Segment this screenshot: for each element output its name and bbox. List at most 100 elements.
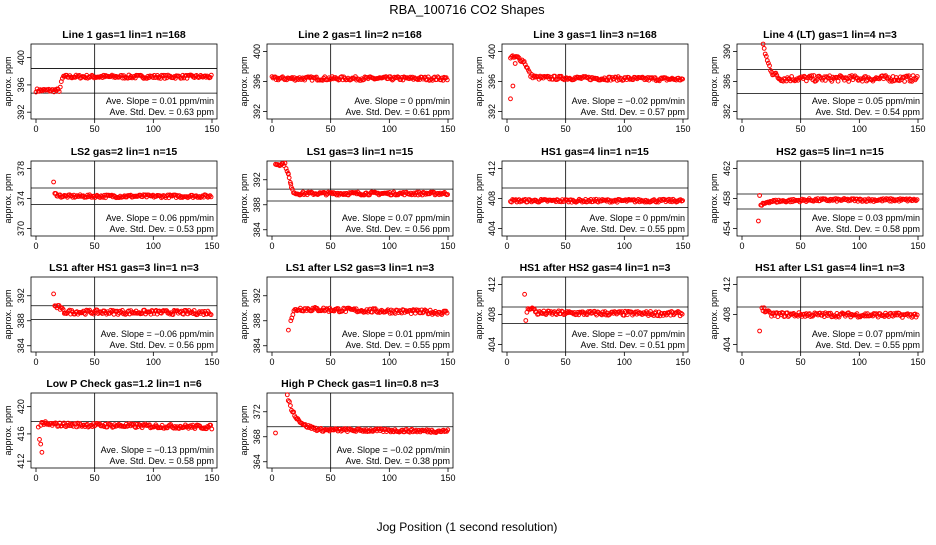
stddev-stat: Ave. Std. Dev. = 0.56 ppm <box>346 224 450 234</box>
panel-title: LS2 gas=2 lin=1 n=15 <box>71 146 178 158</box>
panel-11: HS1 after HS2 gas=4 lin=1 n=3 0 50 100 150 40… <box>474 262 691 367</box>
data-point <box>38 441 44 447</box>
data-point <box>811 73 817 78</box>
slope-stat: Ave. Slope = 0.05 ppm/min <box>812 96 920 106</box>
x-tick-label: 0 <box>739 124 744 134</box>
panel-12: HS1 after LS1 gas=4 lin=1 n=3 0 50 100 150 40… <box>709 262 926 367</box>
data-point <box>522 291 527 297</box>
x-tick-label: 50 <box>90 357 100 367</box>
y-tick-label: 396 <box>487 74 497 89</box>
y-tick-label: 412 <box>722 277 732 292</box>
data-point <box>37 437 42 442</box>
data-point <box>603 197 608 203</box>
x-tick-label: 50 <box>561 241 571 251</box>
y-tick-label: 412 <box>16 454 26 469</box>
data-point <box>56 423 61 429</box>
data-point <box>57 84 63 90</box>
data-point <box>524 64 529 70</box>
panel-1: Line 1 gas=1 lin=1 n=168 0 50 100 150 392 396 4… <box>3 29 220 134</box>
data-point <box>430 77 435 83</box>
panel-title: High P Check gas=1 lin=0.8 n=3 <box>281 378 439 390</box>
data-point <box>414 307 419 313</box>
x-tick-label: 0 <box>33 241 38 251</box>
y-axis-label: approx. ppm <box>239 173 249 223</box>
x-tick-label: 150 <box>204 241 219 251</box>
data-point <box>761 305 767 311</box>
data-point <box>914 197 920 203</box>
data-point <box>906 73 912 79</box>
y-tick-label: 408 <box>487 191 497 206</box>
data-point <box>196 195 201 200</box>
data-point <box>575 310 580 315</box>
data-series <box>273 392 451 436</box>
y-tick-label: 370 <box>16 221 26 236</box>
panel-5: LS2 gas=2 lin=1 n=15 0 50 100 150 370 374 378ap… <box>3 146 220 251</box>
data-point <box>508 96 513 102</box>
x-tick-label: 150 <box>910 357 925 367</box>
data-point <box>444 77 450 83</box>
data-point <box>342 192 348 197</box>
x-tick-label: 100 <box>382 124 397 134</box>
x-tick-label: 100 <box>382 357 397 367</box>
stddev-stat: Ave. Std. Dev. = 0.63 ppm <box>110 107 214 117</box>
x-tick-label: 150 <box>204 357 219 367</box>
slope-stat: Ave. Slope = 0.06 ppm/min <box>106 213 214 223</box>
data-point <box>913 198 919 204</box>
data-point <box>91 75 97 81</box>
data-point <box>905 74 911 80</box>
data-point <box>383 426 388 432</box>
data-point <box>286 327 291 333</box>
y-tick-label: 404 <box>487 337 497 352</box>
data-point <box>914 74 920 79</box>
y-axis-label: approx. ppm <box>239 405 249 455</box>
data-point <box>51 291 56 297</box>
plot-frame <box>266 160 454 237</box>
data-point <box>757 328 762 334</box>
data-series <box>756 193 920 224</box>
y-tick-label: 404 <box>722 337 732 352</box>
data-point <box>284 392 290 398</box>
panel-14: High P Check gas=1 lin=0.8 n=3 0 50 100 150 3… <box>239 378 456 483</box>
stddev-stat: Ave. Std. Dev. = 0.56 ppm <box>110 340 214 350</box>
slope-stat: Ave. Slope = −0.07 ppm/min <box>572 329 685 339</box>
x-tick-label: 50 <box>561 357 571 367</box>
x-tick-label: 100 <box>382 473 397 483</box>
x-tick-label: 50 <box>796 357 806 367</box>
y-tick-label: 374 <box>16 191 26 206</box>
data-point <box>389 310 395 316</box>
x-tick-label: 0 <box>504 357 509 367</box>
x-tick-label: 0 <box>269 241 274 251</box>
data-point <box>898 312 904 318</box>
data-point <box>283 166 289 171</box>
y-tick-label: 454 <box>722 221 732 236</box>
data-point <box>156 75 161 81</box>
stddev-stat: Ave. Std. Dev. = 0.57 ppm <box>581 107 685 117</box>
data-point <box>769 313 774 319</box>
data-point <box>444 310 450 316</box>
data-point <box>286 175 292 181</box>
stddev-stat: Ave. Std. Dev. = 0.54 ppm <box>816 107 920 117</box>
slope-stat: Ave. Slope = 0 ppm/min <box>589 213 685 223</box>
x-tick-label: 50 <box>796 241 806 251</box>
stddev-stat: Ave. Std. Dev. = 0.55 ppm <box>816 340 920 350</box>
data-point <box>131 421 137 427</box>
stddev-stat: Ave. Std. Dev. = 0.53 ppm <box>110 224 214 234</box>
data-point <box>178 424 184 430</box>
data-point <box>122 75 128 81</box>
panel-title: Line 2 gas=1 lin=2 n=168 <box>298 29 422 41</box>
data-point <box>170 312 176 318</box>
x-tick-label: 150 <box>204 473 219 483</box>
data-point <box>207 75 213 80</box>
data-series <box>269 74 450 83</box>
data-series <box>273 160 451 198</box>
y-tick-label: 368 <box>252 429 262 444</box>
data-point <box>384 308 390 314</box>
data-point <box>679 311 685 317</box>
y-tick-label: 396 <box>252 74 262 89</box>
panel-7: HS1 gas=4 lin=1 n=15 0 50 100 150 404 408 412ap… <box>474 146 691 251</box>
y-axis-label: approx. ppm <box>709 289 719 339</box>
x-tick-label: 0 <box>33 473 38 483</box>
x-tick-label: 150 <box>204 124 219 134</box>
data-point <box>764 58 770 63</box>
